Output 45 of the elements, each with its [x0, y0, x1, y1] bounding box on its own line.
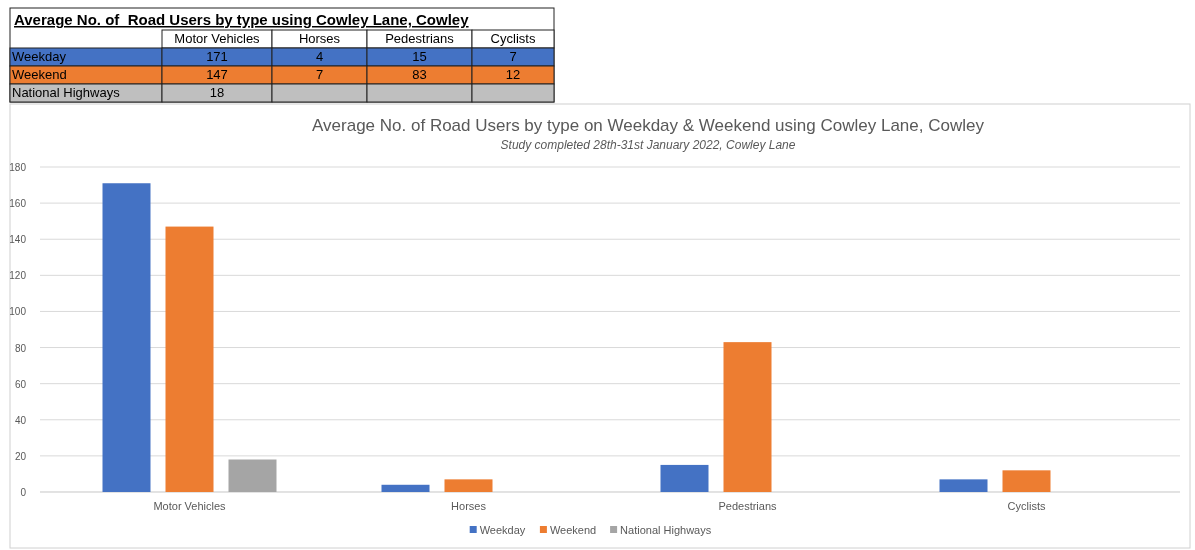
data-label: 7 [315, 67, 324, 82]
category-label: Cyclists [490, 31, 536, 46]
bar [939, 479, 988, 492]
data-label: 7 [509, 49, 517, 64]
bar [228, 459, 277, 492]
bar [102, 183, 151, 492]
y-tick-label: 60 [14, 378, 27, 390]
x-tick-label: Horses [451, 500, 487, 512]
y-tick-label: 0 [20, 487, 27, 498]
y-tick-label: 40 [14, 414, 27, 426]
y-tick-label: 180 [9, 162, 27, 173]
legend-label: Weekend [549, 524, 597, 536]
chart-subtitle: Study completed 28th-31st January 2022, Cowley Lane [500, 138, 796, 152]
y-tick-label: 20 [14, 450, 27, 462]
bar [1002, 470, 1051, 492]
y-tick-label: 100 [9, 306, 27, 318]
chart-title: Average No. of Road Users by type on Weekday & Weekend using Cowley Lane, Cowley [312, 116, 985, 135]
legend-label: Weekday [479, 524, 526, 536]
bar [660, 464, 709, 492]
text: Weekday [12, 49, 67, 64]
data-label: 4 [315, 49, 324, 64]
data-label: 147 [206, 67, 228, 82]
x-tick-label: Cyclists [1007, 500, 1046, 512]
y-tick-label: 80 [14, 342, 27, 354]
text: Weekend [12, 67, 67, 82]
y-tick-label: 160 [9, 198, 27, 210]
y-tick-label: 140 [9, 234, 27, 246]
data-label: 12 [505, 67, 521, 82]
text: National Highways [12, 85, 121, 100]
data-label: 18 [209, 85, 225, 100]
bar [723, 342, 772, 492]
y-tick-label: 120 [9, 270, 27, 282]
x-tick-label: Pedestrians [718, 500, 778, 512]
data-label: 171 [206, 49, 228, 64]
category-label: Motor Vehicles [174, 31, 261, 46]
bar [381, 484, 430, 492]
category-label: Horses [298, 31, 341, 46]
data-label: 15 [412, 49, 427, 64]
category-label: Pedestrians [385, 31, 455, 46]
text: Average No. of Road Users by type using Cowley Lane, Cowley [14, 11, 470, 28]
legend-label: National Highways [620, 524, 712, 536]
data-label: 83 [412, 67, 427, 82]
x-tick-label: Motor Vehicles [153, 500, 227, 512]
bar [165, 226, 214, 492]
bar [444, 479, 493, 492]
